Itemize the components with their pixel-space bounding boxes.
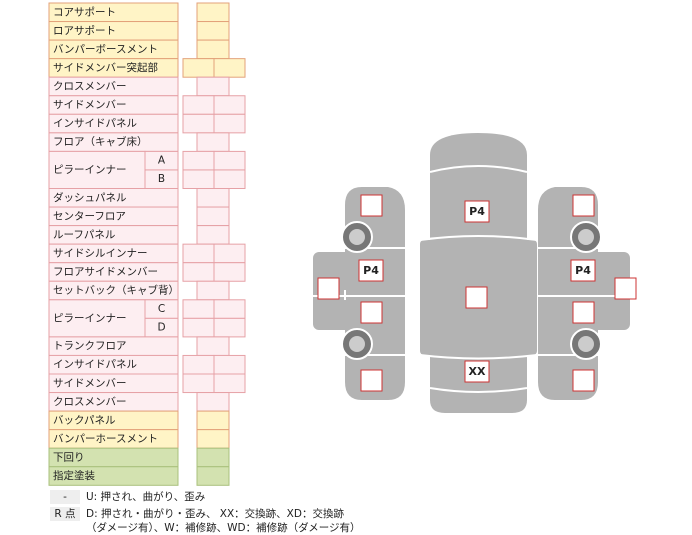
row-label: サイドメンバー突起部 — [53, 61, 158, 74]
row-label-cell — [48, 150, 146, 189]
row-label: サイドシルインナー — [53, 247, 148, 259]
row-label: バンパーボースメント — [53, 43, 158, 55]
car-diagram: P4 P4 P4 XX — [313, 133, 637, 413]
mark-label: P4 — [469, 205, 485, 218]
mark-label: P4 — [575, 264, 591, 277]
row-label: クロスメンバー — [53, 80, 127, 92]
check-cell — [182, 113, 215, 134]
check-cell — [196, 132, 230, 152]
sub-label: C — [158, 303, 165, 315]
check-cell — [196, 206, 230, 227]
check-cell — [182, 317, 215, 338]
check-cell — [213, 113, 246, 134]
legend-key-cell — [50, 507, 80, 521]
check-cell — [196, 188, 230, 208]
legend-key: R 点 — [54, 508, 75, 520]
check-cell — [182, 58, 215, 78]
check-cell — [196, 410, 230, 431]
check-cell — [196, 76, 230, 97]
car-side-right — [538, 187, 630, 400]
row-label-cell — [48, 466, 179, 486]
row-label: インサイドパネル — [53, 359, 137, 371]
row-label-cell — [48, 299, 146, 338]
check-cell — [196, 21, 230, 41]
row-label: バックパネル — [53, 414, 115, 426]
row-label: ピラーインナー — [53, 312, 127, 324]
car-side-left — [313, 187, 405, 400]
mark-label: XX — [469, 365, 486, 378]
check-cell — [182, 373, 215, 394]
check-cell — [213, 58, 246, 78]
row-label: フロア（キャブ床） — [53, 135, 148, 148]
row-label: コアサポート — [53, 6, 116, 18]
row-label: トランクフロア — [53, 340, 127, 352]
row-label: インサイドパネル — [53, 118, 137, 130]
check-cell — [196, 447, 230, 468]
legend-text: （ダメージ有）、W：補修跡、WD：補修跡（ダメージ有） — [86, 521, 361, 534]
check-cell — [182, 299, 215, 319]
legend-text: U: 押され、曲がり、歪み — [86, 490, 205, 503]
row-label: センターフロア — [53, 210, 126, 222]
check-cell — [213, 243, 246, 264]
row-label: ピラーインナー — [53, 164, 127, 176]
row-label: サイドメンバー — [53, 99, 127, 111]
check-cell — [196, 336, 230, 356]
sub-label: A — [158, 155, 166, 167]
check-cell — [182, 150, 215, 171]
check-cell — [213, 354, 246, 375]
row-label: バンパーホースメント — [53, 433, 158, 445]
car-body-center — [419, 133, 538, 413]
check-cell — [196, 2, 230, 23]
check-cell — [196, 429, 230, 449]
check-cell — [182, 95, 215, 115]
check-cell — [213, 299, 246, 319]
mark-label: P4 — [363, 264, 379, 277]
check-cell — [196, 466, 230, 486]
check-cell — [213, 317, 246, 338]
check-cell — [213, 150, 246, 171]
check-cell — [182, 262, 215, 282]
check-cell — [196, 225, 230, 245]
check-cell — [196, 392, 230, 412]
row-label: サイドメンバー — [53, 377, 127, 389]
check-cell — [213, 373, 246, 394]
check-cell — [213, 169, 246, 189]
row-label: ダッシュパネル — [53, 191, 127, 204]
legend-key: - — [63, 491, 67, 503]
sub-label: B — [158, 173, 165, 185]
check-cell — [213, 262, 246, 282]
row-label: クロスメンバー — [53, 396, 127, 408]
check-cell — [196, 280, 230, 301]
check-cell — [213, 95, 246, 115]
check-cell — [182, 169, 215, 189]
legend-key-cell — [50, 490, 80, 504]
legend-text: D: 押され・曲がり・歪み、 XX：交換跡、XD：交換跡 — [86, 507, 344, 520]
row-label: セットバック（キャブ背） — [53, 284, 179, 297]
sub-label: D — [157, 322, 165, 334]
check-cell — [182, 243, 215, 264]
check-cell — [182, 354, 215, 375]
row-label: 指定塗装 — [53, 469, 95, 482]
row-label: 下回り — [53, 451, 85, 463]
row-label: ルーフパネル — [53, 229, 115, 241]
row-label: ロアサポート — [53, 25, 116, 37]
check-cell — [196, 39, 230, 60]
row-label: フロアサイドメンバー — [53, 266, 158, 278]
check-boxes — [317, 194, 637, 392]
